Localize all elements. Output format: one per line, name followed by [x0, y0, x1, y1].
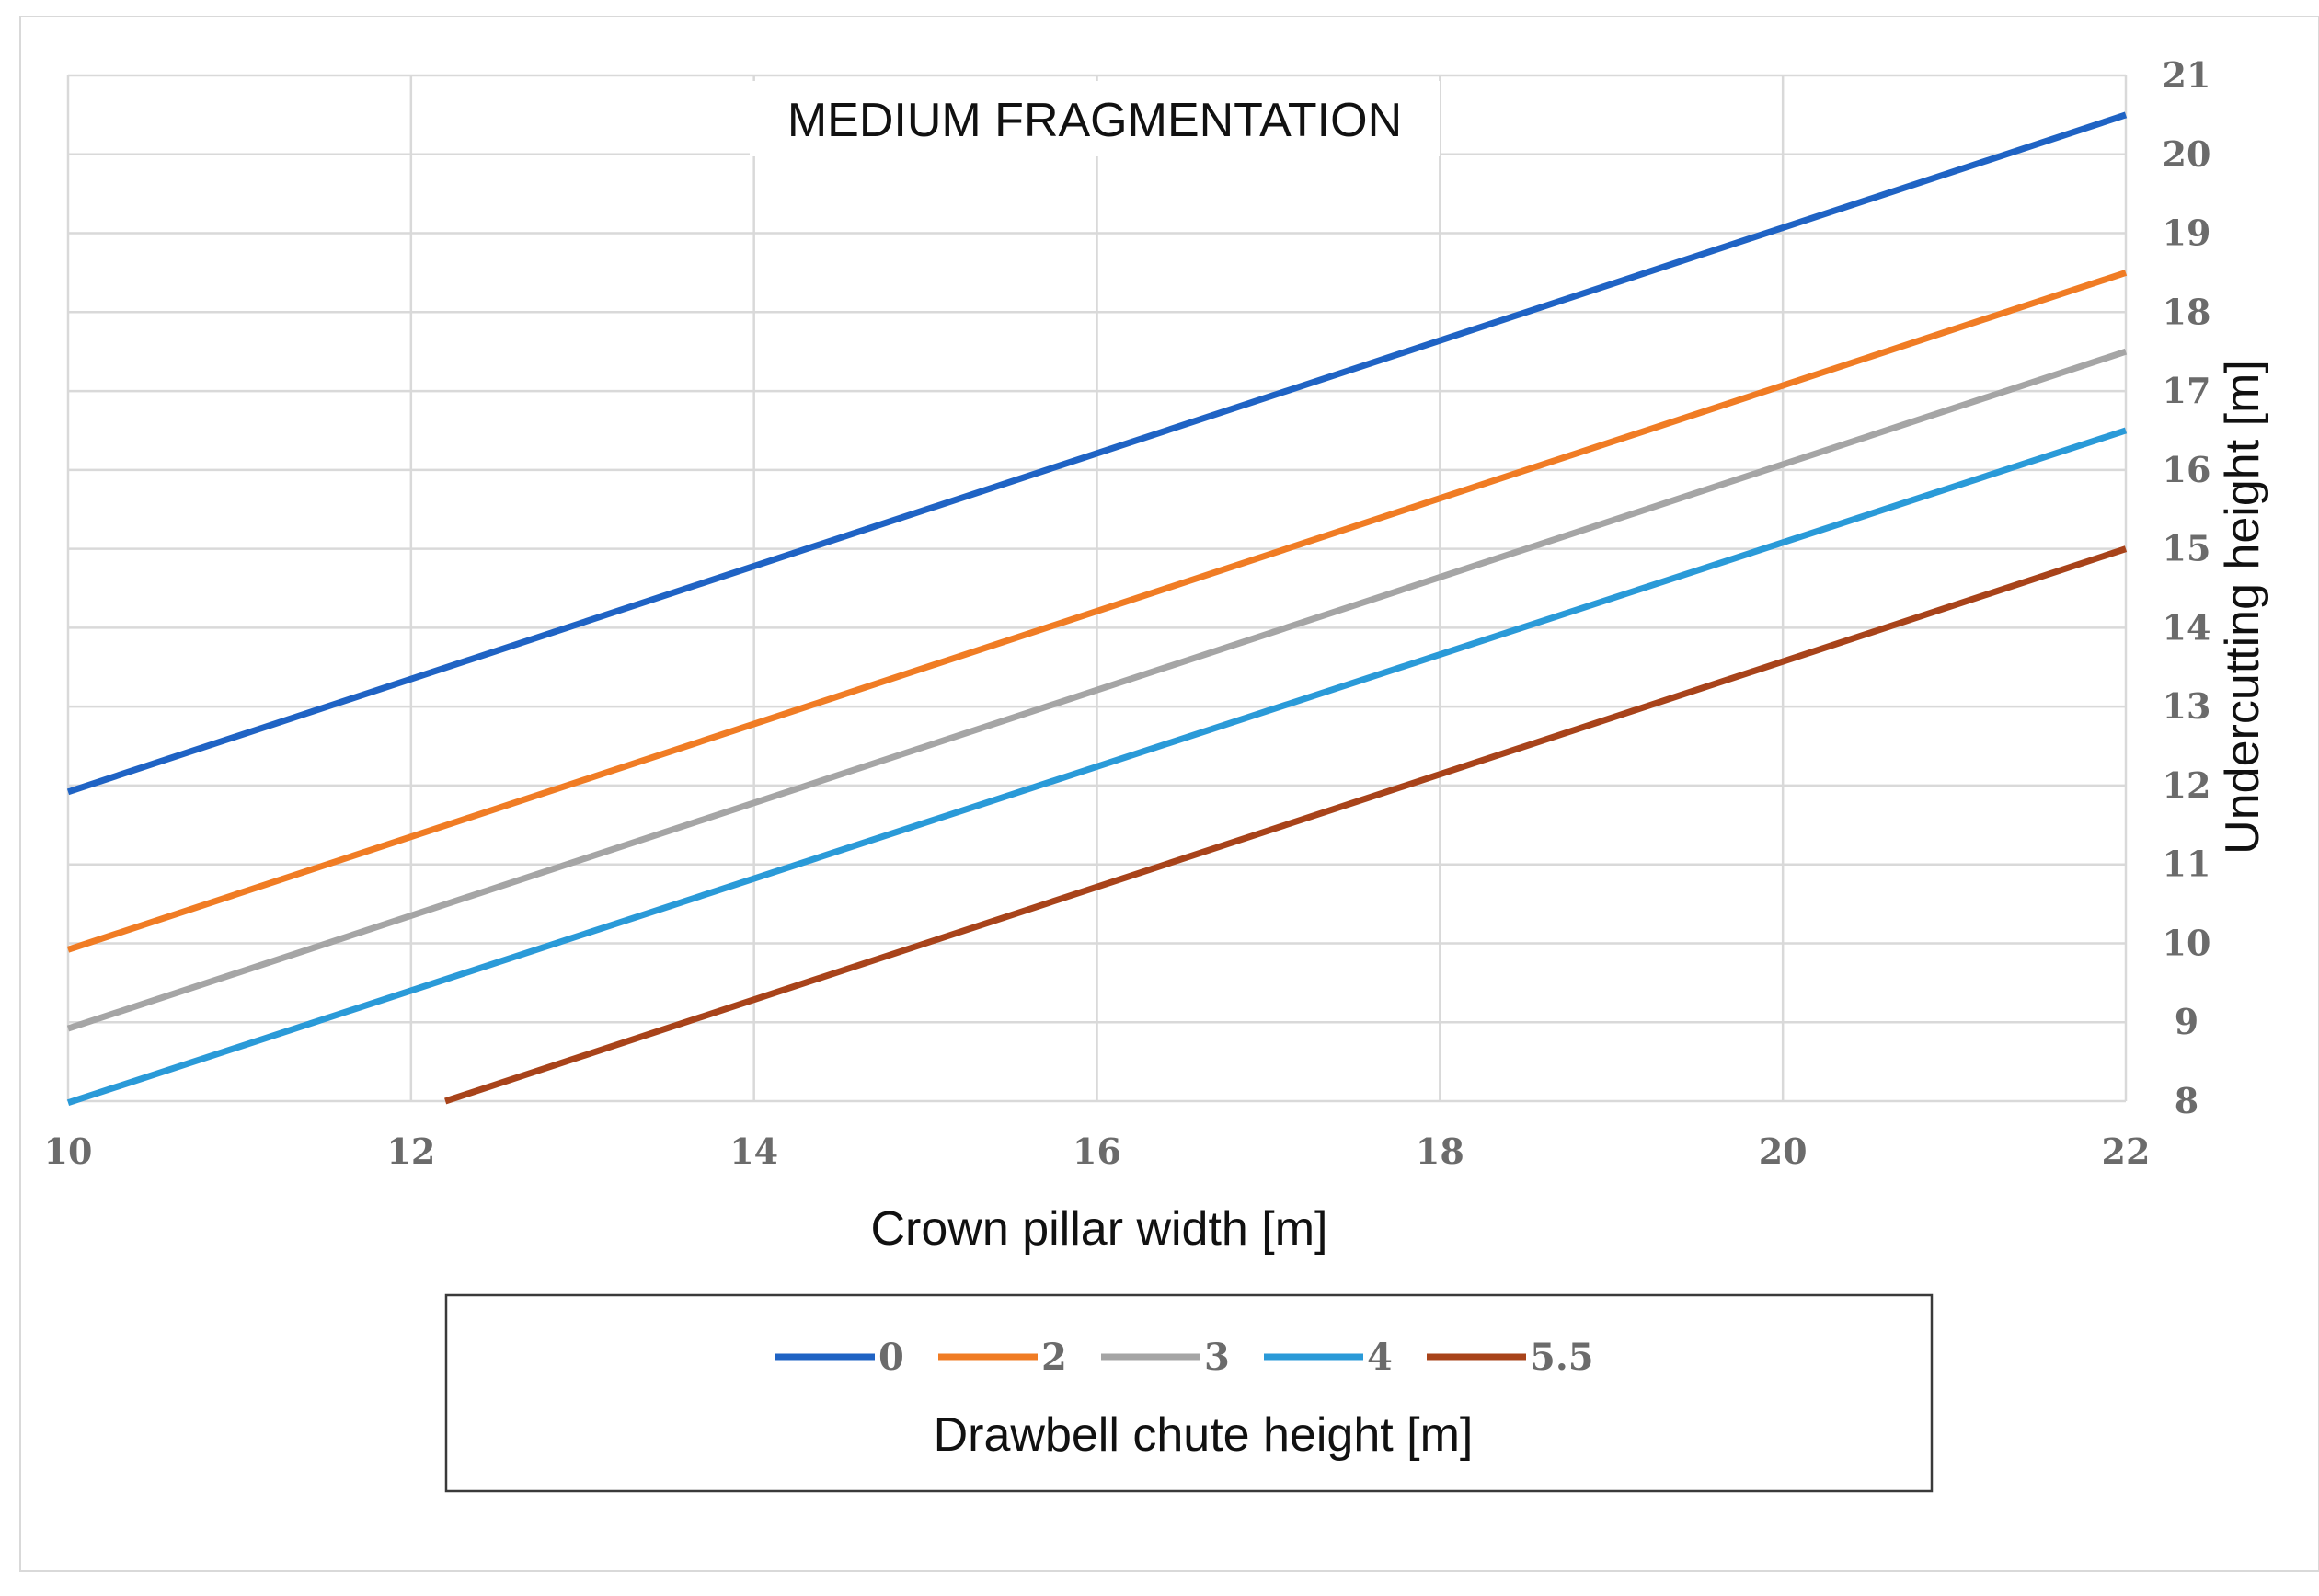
y-tick-label-4: 12 [2163, 764, 2211, 806]
y-tick-label-7: 15 [2163, 528, 2211, 569]
series-line-0 [66, 111, 2128, 796]
x-axis-tick-labels: 10 12 14 16 18 20 22 [44, 1131, 2151, 1172]
chart-title: MEDIUM FRAGMENTATION [787, 94, 1402, 147]
x-axis-title: Crown pillar width [m] [870, 1202, 1327, 1256]
gridlines [66, 74, 2128, 1103]
y-tick-label-11: 19 [2163, 212, 2211, 254]
legend-label-4: 4 [1367, 1336, 1393, 1379]
x-tick-label-4: 18 [1416, 1131, 1464, 1172]
x-tick-label-0: 10 [44, 1131, 93, 1172]
y-tick-label-8: 16 [2163, 449, 2211, 490]
chart-title-background [750, 81, 1440, 156]
y-tick-label-5: 13 [2163, 685, 2211, 727]
x-tick-label-3: 16 [1073, 1131, 1121, 1172]
legend-label-5_5: 5.5 [1530, 1336, 1594, 1379]
legend: 0 2 3 4 5.5 [775, 1336, 1594, 1379]
x-tick-label-2: 14 [729, 1131, 778, 1172]
series-line-5_5 [444, 545, 2128, 1105]
series-line-2 [66, 270, 2128, 953]
legend-title: Drawbell chute height [m] [934, 1408, 1474, 1462]
y-tick-label-12: 20 [2163, 133, 2211, 175]
y-tick-label-10: 18 [2163, 291, 2211, 332]
legend-label-2: 2 [1041, 1336, 1067, 1379]
series-lines [66, 111, 2128, 1107]
x-tick-label-1: 12 [386, 1131, 435, 1172]
legend-label-0: 0 [878, 1336, 904, 1379]
series-line-3 [66, 348, 2128, 1032]
y-tick-label-0: 8 [2175, 1080, 2198, 1121]
y-tick-label-9: 17 [2163, 370, 2211, 411]
y-tick-label-1: 9 [2175, 1001, 2198, 1042]
y-axis-tick-labels: 8 9 10 11 12 13 14 15 16 17 18 19 20 21 [2163, 54, 2211, 1121]
y-tick-label-6: 14 [2163, 606, 2211, 648]
x-tick-label-6: 22 [2102, 1131, 2151, 1172]
y-tick-label-2: 10 [2163, 922, 2211, 963]
legend-label-3: 3 [1204, 1336, 1230, 1379]
y-axis-title: Undercutting height [m] [2216, 360, 2269, 855]
series-line-4 [66, 427, 2128, 1107]
y-tick-label-3: 11 [2163, 844, 2211, 885]
legend-box [444, 1293, 1934, 1493]
y-tick-label-13: 21 [2163, 54, 2211, 96]
x-tick-label-5: 20 [1759, 1131, 1808, 1172]
